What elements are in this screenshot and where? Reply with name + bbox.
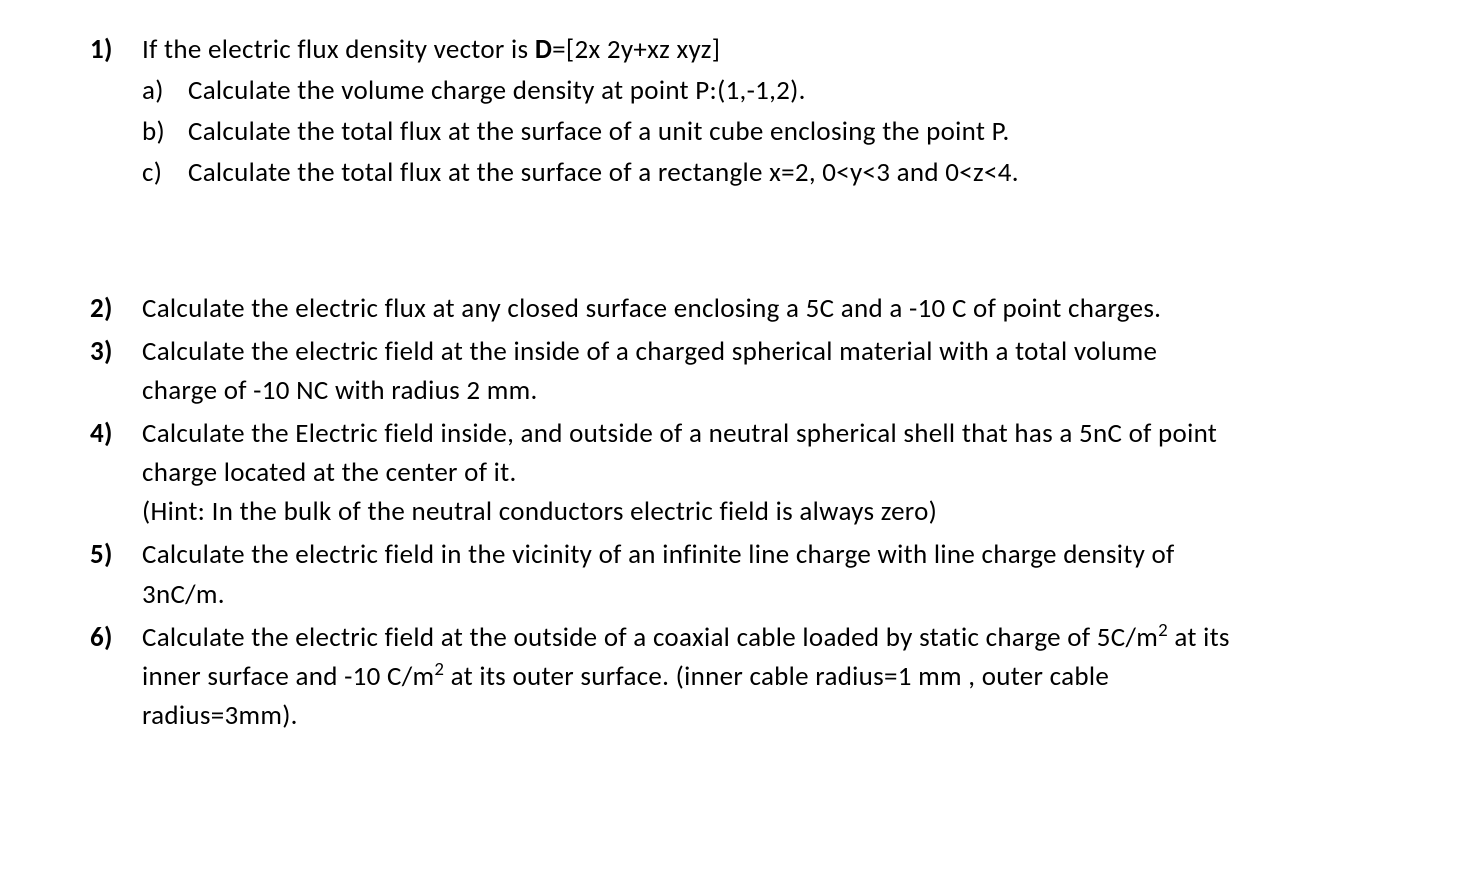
q1-D-vector: =[2x 2y+xz xyz] [552,33,720,66]
q3-line1: Calculate the electric field at the insi… [142,332,1422,371]
q1-D-label: D [535,33,552,66]
problem-set-page: 1) If the electric flux density vector i… [0,0,1472,878]
q1b-text: Calculate the total flux at the surface … [188,112,1010,151]
vertical-spacer [90,199,1422,289]
q1c-label: c) [142,153,188,192]
q6-line1: Calculate the electric field at the outs… [142,618,1422,657]
question-6: 6) Calculate the electric field at the o… [90,618,1422,735]
q6-sup2: 2 [434,658,444,681]
question-4: 4) Calculate the Electric field inside, … [90,414,1422,531]
q4-content: Calculate the Electric field inside, and… [142,414,1422,531]
q4-line2: charge located at the center of it. [142,453,1422,492]
q1-lead-text: If the electric flux density vector is [142,33,535,66]
q5-content: Calculate the electric field in the vici… [142,535,1422,613]
q2-number: 2) [90,289,142,328]
q1-number: 1) [90,30,142,69]
q1b: b) Calculate the total flux at the surfa… [142,112,1422,151]
q1a-label: a) [142,71,188,110]
q1a-text: Calculate the volume charge density at p… [188,71,806,110]
q6-line3: radius=3mm). [142,696,1422,735]
q6-line2: inner surface and -10 C/m2 at its outer … [142,657,1422,696]
q6-part1-after: at its [1168,621,1230,654]
q6-part2-after: at its outer surface. (inner cable radiu… [444,660,1109,693]
q1-sublist: a) Calculate the volume charge density a… [142,71,1422,192]
question-5: 5) Calculate the electric field in the v… [90,535,1422,613]
q1a: a) Calculate the volume charge density a… [142,71,1422,110]
q6-part1-before: Calculate the electric field at the outs… [142,621,1158,654]
q3-number: 3) [90,332,142,371]
q2-text: Calculate the electric flux at any close… [142,289,1422,328]
q6-number: 6) [90,618,142,657]
q5-line2: 3nC/m. [142,575,1422,614]
q5-number: 5) [90,535,142,574]
q5-line1: Calculate the electric field in the vici… [142,535,1422,574]
question-1: 1) If the electric flux density vector i… [90,30,1422,195]
question-3: 3) Calculate the electric field at the i… [90,332,1422,410]
q4-line1: Calculate the Electric field inside, and… [142,414,1422,453]
q3-line2: charge of -10 NC with radius 2 mm. [142,371,1422,410]
q4-number: 4) [90,414,142,453]
q1-content: If the electric flux density vector is D… [142,30,1422,195]
q6-part2-before: inner surface and -10 C/m [142,660,434,693]
q1c: c) Calculate the total flux at the surfa… [142,153,1422,192]
q6-content: Calculate the electric field at the outs… [142,618,1422,735]
q4-line3: (Hint: In the bulk of the neutral conduc… [142,492,1422,531]
q1b-label: b) [142,112,188,151]
question-2: 2) Calculate the electric flux at any cl… [90,289,1422,328]
q6-sup1: 2 [1158,619,1168,642]
q3-content: Calculate the electric field at the insi… [142,332,1422,410]
q1c-text: Calculate the total flux at the surface … [188,153,1019,192]
